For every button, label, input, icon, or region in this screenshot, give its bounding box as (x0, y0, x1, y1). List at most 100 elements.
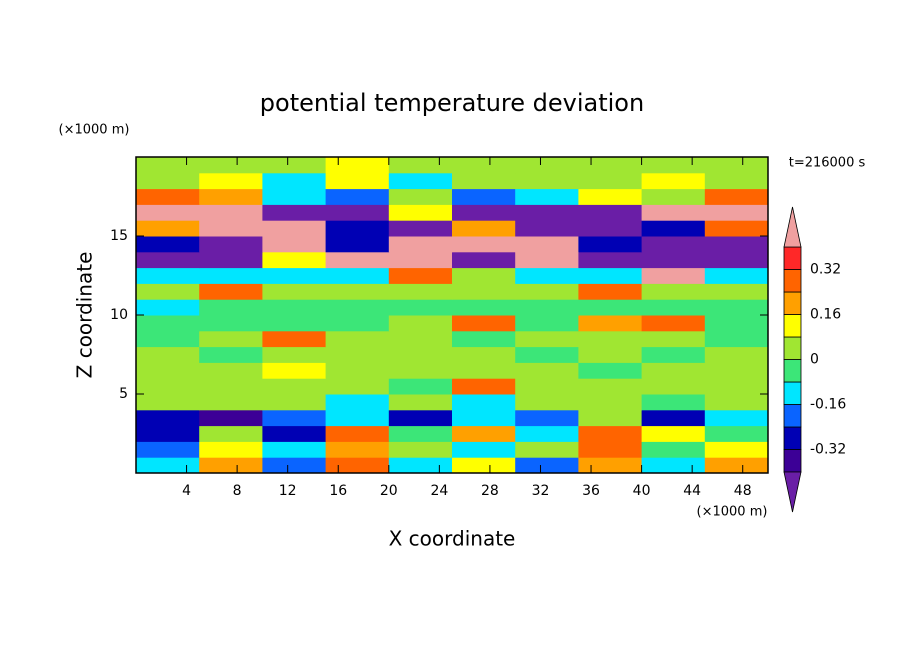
field-cell (325, 425, 390, 442)
field-cell (641, 236, 706, 253)
field-cell (641, 409, 706, 427)
field-cell (136, 346, 200, 363)
field-cell (578, 441, 643, 458)
field-cell (388, 409, 453, 427)
field-cell (515, 394, 579, 411)
field-cell (199, 236, 263, 253)
field-cell (578, 378, 643, 395)
field-cell (452, 220, 516, 237)
field-cell (452, 157, 516, 174)
field-cell (262, 236, 327, 253)
field-cell (578, 204, 643, 221)
field-cell (452, 204, 516, 221)
field-cell (325, 362, 390, 379)
field-cell (325, 172, 390, 190)
field-cell (262, 425, 327, 442)
field-cell (325, 457, 390, 474)
field-cell (452, 267, 516, 284)
field-cell (641, 441, 706, 458)
field-cell (262, 409, 327, 427)
field-cell (578, 236, 643, 253)
colorbar-box (783, 336, 802, 360)
field-cell (515, 457, 579, 474)
field-cell (452, 394, 516, 411)
field-cell (136, 188, 200, 205)
y-unit: (×1000 m) (59, 123, 130, 138)
field-cell (199, 394, 263, 411)
field-cell (641, 157, 706, 174)
field-cell (452, 441, 516, 458)
field-cell (325, 220, 390, 237)
field-cell (262, 204, 327, 221)
field-cell (704, 299, 769, 316)
field-cell (325, 409, 390, 427)
field-cell (704, 236, 769, 253)
field-cell (641, 457, 706, 474)
x-tick-label: 4 (182, 483, 191, 499)
field-cell (452, 409, 516, 427)
x-tick-label: 44 (683, 483, 701, 499)
field-cell (262, 251, 327, 269)
field-cell (388, 283, 453, 300)
field-cell (452, 378, 516, 395)
field-cell (578, 330, 643, 348)
field-cell (325, 299, 390, 316)
x-tick-label: 40 (633, 483, 651, 499)
field-cell (704, 204, 769, 221)
field-cell (325, 330, 390, 348)
y-tick-label: 10 (110, 307, 128, 323)
colorbar-box (783, 269, 802, 293)
field-cell (262, 346, 327, 363)
field-cell (388, 441, 453, 458)
field-cell (452, 188, 516, 205)
field-cell (262, 172, 327, 190)
field-cell (199, 330, 263, 348)
field-cell (704, 346, 769, 363)
field-cell (388, 394, 453, 411)
field-cell (578, 394, 643, 411)
field-cell (641, 330, 706, 348)
field-cell (704, 251, 769, 269)
field-cell (515, 220, 579, 237)
field-cell (578, 425, 643, 442)
x-tick-label: 8 (233, 483, 242, 499)
field-cell (578, 172, 643, 190)
field-cell (515, 204, 579, 221)
field-cell (704, 283, 769, 300)
field-cell (388, 299, 453, 316)
field-cell (325, 346, 390, 363)
field-cell (388, 457, 453, 474)
field-cell (262, 220, 327, 237)
field-cell (262, 315, 327, 332)
field-cell (388, 315, 453, 332)
field-cell (136, 378, 200, 395)
field-cell (641, 425, 706, 442)
colorbar-box (783, 314, 802, 338)
field-cell (388, 346, 453, 363)
field-cell (578, 251, 643, 269)
field-cell (199, 299, 263, 316)
field-cell (388, 172, 453, 190)
field-cell (199, 188, 263, 205)
field-cell (262, 299, 327, 316)
colorbar-extend-low (783, 471, 802, 513)
field-cell (515, 425, 579, 442)
field-cell (704, 409, 769, 427)
field-cell (452, 330, 516, 348)
field-cell (262, 188, 327, 205)
field-cell (262, 330, 327, 348)
field-cell (578, 315, 643, 332)
field-cell (641, 267, 706, 284)
field-cell (578, 409, 643, 427)
field-cell (388, 267, 453, 284)
field-cell (452, 236, 516, 253)
field-cell (578, 299, 643, 316)
colorbar-tick-label: -0.32 (810, 442, 846, 458)
field-cell (136, 330, 200, 348)
field-cell (704, 457, 769, 474)
field-cell (578, 220, 643, 237)
field-cell (199, 378, 263, 395)
field-cell (136, 394, 200, 411)
colorbar-box (783, 404, 802, 428)
colorbar-tick-label: 0 (810, 352, 819, 368)
